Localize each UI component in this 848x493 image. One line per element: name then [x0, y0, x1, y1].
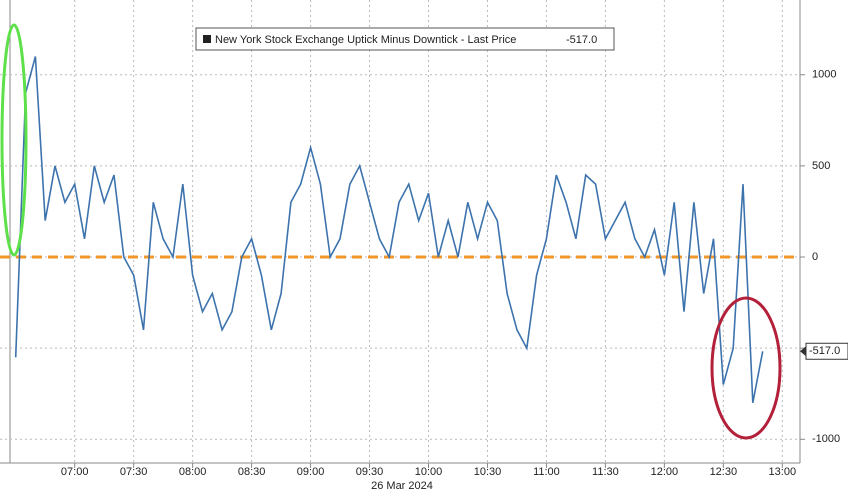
y-tick-label: 0: [812, 251, 818, 263]
legend-label: New York Stock Exchange Uptick Minus Dow…: [215, 34, 516, 46]
x-tick-label: 08:00: [179, 466, 207, 478]
x-tick-label: 11:30: [592, 466, 619, 478]
x-tick-label: 09:30: [356, 466, 384, 478]
x-tick-label: 11:00: [533, 466, 560, 478]
x-tick-label: 13:00: [769, 466, 797, 478]
plot: [0, 0, 800, 463]
x-tick-label: 08:30: [238, 466, 266, 478]
x-axis-label: 26 Mar 2024: [371, 480, 433, 492]
x-tick-label: 10:30: [474, 466, 502, 478]
highlight-open: [0, 23, 28, 257]
x-tick-label: 07:30: [120, 466, 148, 478]
x-tick-label: 12:00: [651, 466, 679, 478]
series-line: [14, 56, 764, 403]
legend-box: [195, 27, 615, 51]
last-price-label: -517.0: [809, 345, 840, 357]
y-tick-label: 500: [812, 160, 830, 172]
x-tick-label: 07:00: [61, 466, 89, 478]
x-tick-label: 12:30: [710, 466, 738, 478]
highlight-close: [710, 296, 782, 440]
legend-swatch: [203, 35, 211, 43]
y-tick-label: 1000: [812, 69, 836, 81]
x-tick-label: 10:00: [415, 466, 443, 478]
x-tick-label: 09:00: [297, 466, 325, 478]
legend-last-price: -517.0: [566, 34, 597, 46]
y-tick-label: -1000: [812, 433, 840, 445]
legend: New York Stock Exchange Uptick Minus Dow…: [195, 27, 615, 51]
last-price-pointer: [800, 346, 806, 357]
